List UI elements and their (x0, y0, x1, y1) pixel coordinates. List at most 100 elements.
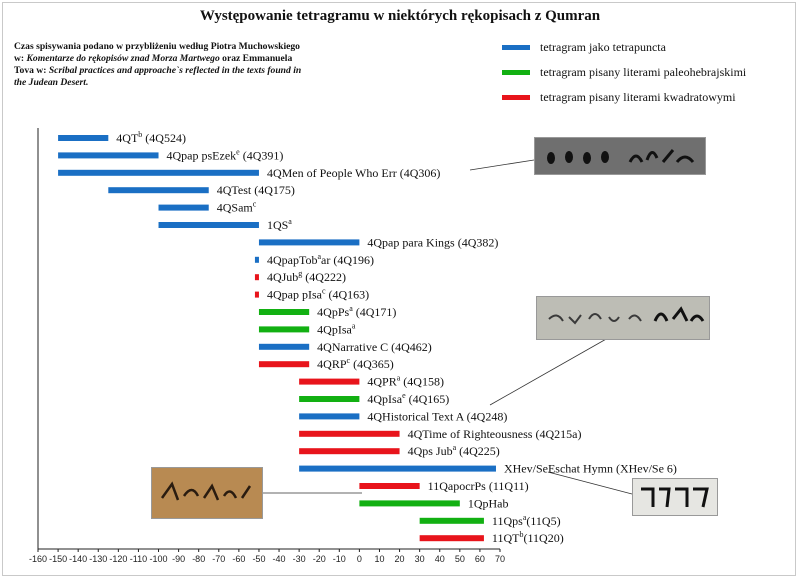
x-tick-label: 50 (455, 554, 465, 564)
bar-label-sup: g (298, 269, 302, 278)
x-tick-label: -90 (172, 554, 185, 564)
bar-label: 1QpHab (468, 496, 509, 510)
bar-label-sup: b (519, 530, 523, 539)
bar-label-suffix: (4Q222) (302, 270, 346, 284)
bar-square (419, 535, 484, 542)
legend-label-tetrapuncta: tetragram jako tetrapuncta (540, 40, 666, 54)
bar-label: XHev/SeEschat Hymn (XHev/Se 6) (504, 462, 677, 476)
bar-label-name: 11Qps (492, 514, 523, 528)
bar-tetrapuncta (158, 204, 209, 211)
bar-label-sup: c (253, 200, 257, 209)
x-tick-labels: -160 -150 -140 -130 -120 -110 -100 -90 -80 -70 -60… (29, 554, 505, 564)
bar-label-name: 4QT (116, 131, 139, 145)
bar-tetrapuncta (299, 413, 360, 420)
leader-line (469, 159, 535, 171)
legend-item-paleo: tetragram pisany literami paleohebrajski… (502, 65, 792, 79)
x-tick-label: -100 (150, 554, 168, 564)
photo-leader-lines (263, 159, 633, 495)
bar-label-name: 4Qpap psEzek (167, 148, 237, 162)
bar-label-name: 4QRP (317, 357, 347, 371)
bar-square (254, 274, 259, 281)
bar-label-name: 4QJub (267, 270, 298, 284)
bar-label-name: 4QHistorical Text A (4Q248) (367, 409, 507, 423)
bar-label: 1QSa (267, 217, 292, 232)
bar-label: 4Qpap pIsac (4Q163) (267, 287, 369, 302)
x-tick-label: -130 (89, 554, 107, 564)
bar-label-name: 1QpHab (468, 496, 509, 510)
legend-item-square: tetragram pisany literami kwadratowymi (502, 90, 792, 104)
bar-label-suffix: (4Q365) (350, 357, 394, 371)
x-tick-label: 20 (395, 554, 405, 564)
bar-label: 4QpPsa (4Q171) (317, 304, 396, 319)
bar-label-suffix: (4Q225) (456, 444, 500, 458)
bar-label: 4QTest (4Q175) (217, 183, 295, 197)
photo-4q306-fragment (534, 137, 706, 175)
bar-tetrapuncta (258, 239, 360, 246)
bar-label-suffix: (4Q163) (326, 288, 370, 302)
bar-label-name: XHev/SeEschat Hymn (XHev/Se 6) (504, 462, 677, 476)
legend-swatch-tetrapuncta (502, 45, 530, 50)
bar-square (254, 291, 259, 298)
bar-label-name: 4QTest (4Q175) (217, 183, 295, 197)
legend-label-square: tetragram pisany literami kwadratowymi (540, 90, 736, 104)
bar-label: 11QapocrPs (11Q11) (428, 479, 529, 493)
bar-label-sup: e (402, 391, 406, 400)
bar-label: 4QSamc (217, 200, 257, 215)
bar-label-sup: a (317, 252, 321, 261)
chart-title: Występowanie tetragramu w niektórych ręk… (199, 8, 601, 24)
bar-label: 4Qps Juba (4Q225) (408, 443, 500, 458)
bar-label-sup: a (523, 513, 527, 522)
bar-label-name: 11QT (492, 531, 520, 545)
bar-label-name: 4QpIsa (367, 392, 402, 406)
bar-label-sup: a (352, 321, 356, 330)
x-tick-label: 30 (415, 554, 425, 564)
x-tick-label: -60 (232, 554, 245, 564)
bar-label-suffix: ar (4Q196) (321, 253, 374, 267)
bar-label-name: 4QpPs (317, 305, 349, 319)
bar-label: 4QpIsaa (317, 321, 356, 336)
bar-label: 4Qpap para Kings (4Q382) (367, 235, 498, 249)
x-tick-label: -50 (252, 554, 265, 564)
x-tick-label: -120 (109, 554, 127, 564)
bar-square (299, 448, 400, 455)
bar-label-suffix: (11Q5) (526, 514, 560, 528)
script-strokes-1qphab-icon (160, 481, 252, 501)
bar-label-sup: e (236, 147, 240, 156)
legend-item-tetrapuncta: tetragram jako tetrapuncta (502, 40, 792, 54)
bar-tetrapuncta (58, 152, 159, 159)
legend-label-paleo: tetragram pisany literami paleohebrajski… (540, 65, 747, 79)
bar-tetrapuncta (258, 343, 310, 350)
bar-label: 4QpapTobaar (4Q196) (267, 252, 374, 267)
script-strokes-square-icon (641, 487, 709, 508)
bar-paleo (258, 326, 310, 333)
x-tick-label: -30 (293, 554, 306, 564)
bar-label-suffix: (4Q524) (142, 131, 186, 145)
source-note: Czas spisywania podano w przybliżeniu we… (14, 41, 304, 89)
photo-paleo-script-fragment (536, 296, 710, 340)
bar-paleo (359, 500, 460, 507)
bar-label-sup: c (347, 356, 351, 365)
source-note-text-2: oraz Emmanuela Tova w: (14, 53, 293, 76)
bar-label-name: 4Qpap pIsa (267, 288, 323, 302)
bar-label: 4QRPc (4Q365) (317, 356, 394, 371)
bar-label-suffix: (4Q165) (406, 392, 450, 406)
bar-label-name: 4QPR (367, 375, 396, 389)
bar-label: 4QHistorical Text A (4Q248) (367, 409, 507, 423)
bar-label: 4QMen of People Who Err (4Q306) (267, 166, 440, 180)
bar-label: 4QTb (4Q524) (116, 130, 186, 145)
x-tick-label: 10 (374, 554, 384, 564)
source-note-book-2: Scribal practices and approache`s reflec… (14, 65, 302, 88)
bar-label-sup: a (349, 304, 353, 313)
bar-label-name: 1QS (267, 218, 288, 232)
x-tick-label: -160 (29, 554, 47, 564)
photo-square-script-fragment (632, 478, 718, 516)
bar-label-name: 11QapocrPs (11Q11) (428, 479, 529, 493)
legend-swatch-square (502, 95, 530, 100)
bar-label-suffix: (4Q158) (400, 375, 444, 389)
bar-tetrapuncta (158, 222, 259, 228)
bar-label-name: 4QpapTob (267, 253, 317, 267)
bar-label: 4QTime of Righteousness (4Q215a) (408, 427, 582, 441)
x-tick-label: -40 (273, 554, 286, 564)
bar-label-name: 4QTime of Righteousness (4Q215a) (408, 427, 582, 441)
bar-label-suffix: (4Q171) (353, 305, 397, 319)
